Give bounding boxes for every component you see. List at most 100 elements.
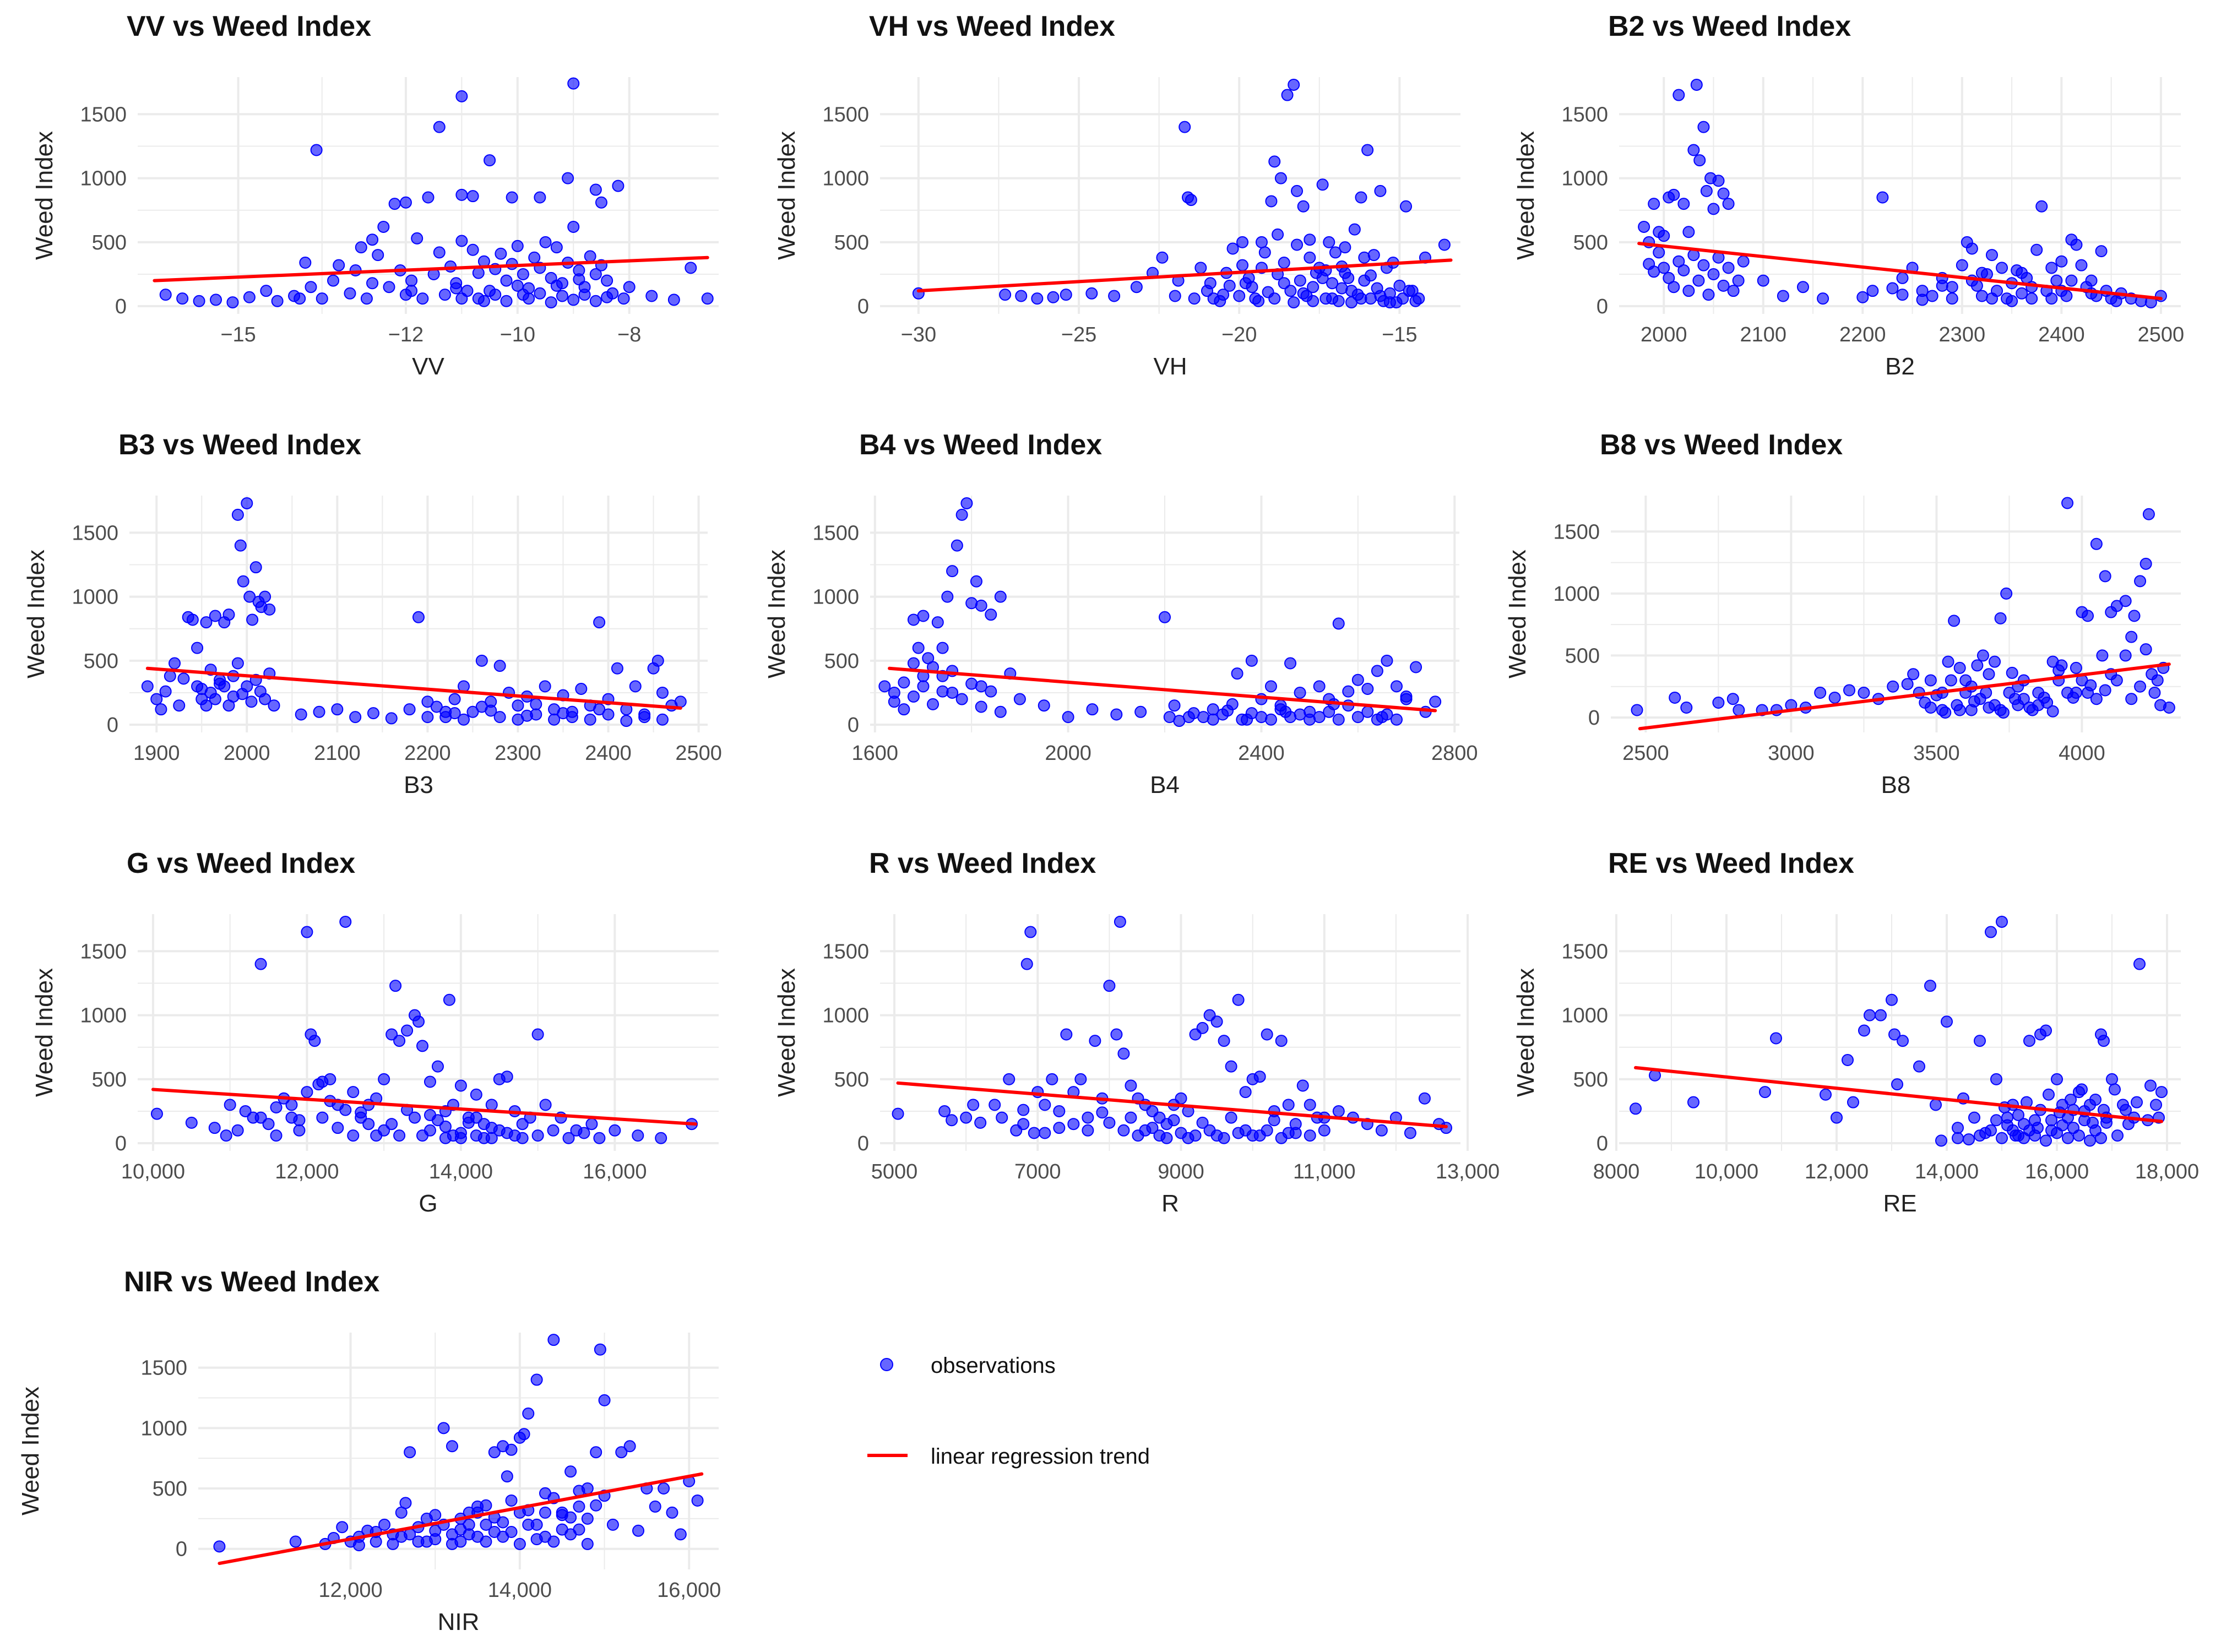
observation-point [601, 291, 613, 303]
observation-point [1945, 674, 1957, 687]
x-tick-label: 2200 [1839, 323, 1886, 346]
observation-point [2012, 699, 2024, 711]
observation-point [2025, 292, 2038, 305]
observation-point [1994, 612, 2007, 624]
observation-point [1117, 1124, 1130, 1137]
observation-point [289, 1535, 302, 1548]
x-tick-label: 12,000 [318, 1579, 382, 1602]
observation-point [1687, 144, 1700, 156]
observation-point [578, 289, 591, 301]
x-tick-label: 3500 [1913, 742, 1960, 765]
chart-title: B2 vs Weed Index [1608, 10, 1851, 42]
y-tick-label: 0 [1596, 295, 1608, 318]
chart-title: RE vs Weed Index [1608, 847, 1854, 879]
observation-point [185, 1116, 198, 1129]
observation-point [511, 240, 524, 252]
observation-point [2065, 1094, 2077, 1106]
observation-point [2001, 1119, 2013, 1132]
x-tick-label: 8000 [1593, 1160, 1640, 1183]
observation-point [466, 705, 479, 718]
chart-title: B8 vs Weed Index [1600, 429, 1843, 461]
observation-point [1901, 678, 1914, 691]
observation-point [505, 1494, 518, 1507]
observation-point [656, 686, 669, 699]
observation-point [2096, 649, 2109, 662]
observation-point [667, 294, 680, 306]
observation-point [1017, 1104, 1030, 1116]
observation-point [355, 241, 367, 254]
observation-point [2144, 1079, 2157, 1092]
x-tick-label: 2500 [1622, 742, 1669, 765]
x-tick-label: 14,000 [429, 1160, 493, 1183]
y-axis-title: Weed Index [23, 550, 50, 678]
observation-point [2055, 255, 2068, 268]
observation-point [685, 262, 697, 274]
observation-point [488, 1525, 501, 1538]
observation-point [590, 1446, 602, 1459]
x-axis-title: B8 [1881, 771, 1911, 798]
observation-point [505, 1525, 518, 1538]
observation-point [1886, 282, 1899, 295]
observation-point [489, 289, 502, 301]
observation-point [1980, 686, 1992, 699]
observation-point [1278, 277, 1290, 290]
observation-point [1974, 1035, 1986, 1047]
observation-point [411, 232, 423, 244]
observation-point [1438, 238, 1451, 251]
observation-point [1946, 281, 1958, 294]
observation-point [224, 1099, 236, 1111]
observation-point [691, 1494, 704, 1507]
observation-point [2012, 1108, 2024, 1121]
observation-point [1225, 1060, 1237, 1073]
x-tick-label: 2500 [2138, 323, 2185, 346]
observation-point [243, 590, 256, 603]
observation-point [1282, 1127, 1295, 1139]
observation-point [262, 1118, 275, 1131]
x-tick-label: 12,000 [1805, 1160, 1869, 1183]
observation-point [1134, 705, 1147, 718]
observation-point [550, 279, 563, 292]
x-tick-label: 1600 [851, 742, 898, 765]
observation-point [246, 613, 259, 626]
observation-point [332, 1122, 344, 1134]
observation-point [1339, 267, 1351, 279]
observation-point [898, 703, 910, 716]
observation-point [645, 290, 658, 302]
observation-point [994, 590, 1007, 603]
observation-point [951, 539, 963, 552]
x-tick-label: 10,000 [121, 1160, 185, 1183]
observation-point [1985, 1124, 1997, 1137]
observation-point [1318, 1124, 1331, 1137]
y-tick-label: 0 [107, 714, 118, 737]
observation-point [1726, 693, 1739, 705]
observation-point [1374, 184, 1387, 197]
observation-point [501, 1470, 513, 1483]
observation-point [589, 268, 602, 280]
observation-point [2075, 259, 2088, 271]
observation-point [2040, 1134, 2052, 1147]
observation-point [370, 1129, 383, 1142]
y-tick-label: 1500 [1561, 103, 1608, 126]
observation-point [461, 285, 474, 297]
observation-point [1307, 281, 1319, 294]
observation-point [2154, 699, 2167, 711]
observation-point [193, 295, 205, 307]
observation-point [1996, 262, 2008, 274]
observation-point [1891, 1078, 1903, 1091]
observation-point [1264, 713, 1277, 726]
observation-point [573, 1523, 585, 1536]
observation-point [2098, 1035, 2110, 1047]
observation-point [1777, 290, 1789, 302]
observation-point [2061, 497, 2074, 509]
observation-point [245, 695, 258, 708]
observation-point [1255, 236, 1268, 248]
observation-point [1831, 1111, 1843, 1124]
observation-point [2067, 691, 2079, 704]
observation-point [609, 1124, 621, 1137]
y-tick-label: 1500 [72, 521, 118, 545]
observation-point [331, 703, 344, 716]
observation-point [1876, 191, 1889, 204]
observation-point [567, 77, 580, 90]
observation-point [362, 1118, 375, 1131]
observation-point [1668, 281, 1680, 294]
